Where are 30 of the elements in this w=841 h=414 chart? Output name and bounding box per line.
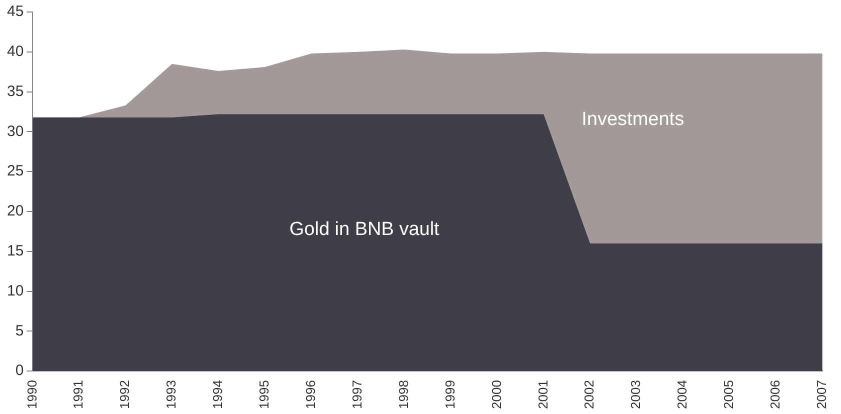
- x-tick-label: 1996: [302, 380, 318, 409]
- y-tick-label: 35: [6, 82, 24, 100]
- y-tick-label: 25: [6, 162, 24, 180]
- x-tick-label: 2002: [582, 380, 597, 409]
- y-tick-label: 45: [6, 3, 24, 20]
- x-tick-label: 1997: [349, 380, 364, 409]
- x-tick-label: 2003: [628, 380, 644, 409]
- x-tick-label: 1994: [210, 380, 226, 409]
- x-tick-label: 2000: [488, 380, 504, 409]
- x-tick-label: 2005: [721, 380, 736, 409]
- series-label: Gold in BNB vault: [289, 218, 440, 240]
- x-tick-label: 1999: [442, 380, 458, 409]
- y-tick-label: 40: [6, 43, 24, 60]
- x-tick-label: 1995: [256, 380, 272, 409]
- x-tick-label: 2001: [535, 380, 550, 409]
- x-tick-label: 2004: [674, 380, 690, 409]
- x-tick-label: 1990: [24, 380, 40, 409]
- x-tick-label: 1993: [164, 380, 179, 409]
- y-tick-label: 30: [6, 122, 24, 140]
- series-label: Investments: [582, 109, 684, 130]
- y-tick-label: 10: [6, 282, 24, 300]
- x-tick-label: 2006: [768, 380, 783, 409]
- y-tick-label: 15: [6, 242, 24, 260]
- y-tick-label: 5: [15, 322, 24, 340]
- x-tick-label: 1991: [70, 380, 86, 409]
- x-tick-label: 2007: [814, 380, 829, 409]
- y-tick-label: 20: [6, 202, 24, 220]
- x-tick-label: 1998: [396, 380, 411, 409]
- x-tick-label: 1992: [117, 380, 132, 409]
- y-tick-label: 0: [15, 362, 24, 380]
